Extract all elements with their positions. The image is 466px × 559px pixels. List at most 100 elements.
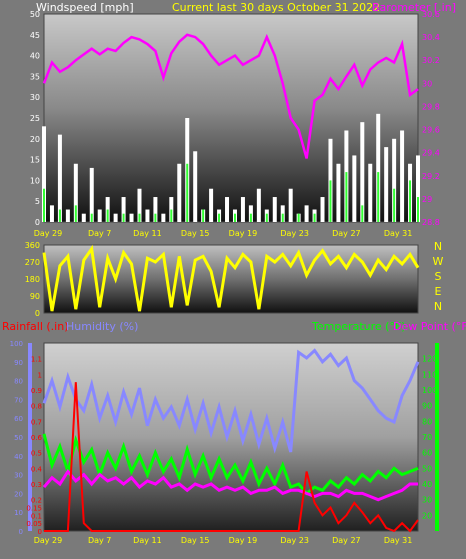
x-tick-label-top: Day 29 xyxy=(34,229,63,238)
rain-tick-label: 0.3 xyxy=(31,481,42,489)
gust-bar xyxy=(281,213,284,222)
wind-bar xyxy=(256,188,261,222)
x-tick-label-top: Day 23 xyxy=(280,229,309,238)
barometer-tick-label: 30.4 xyxy=(422,33,440,42)
barometer-tick-label: 29.8 xyxy=(422,102,440,111)
gust-bar xyxy=(138,213,141,222)
barometer-tick-label: 29.6 xyxy=(422,126,440,135)
humidity-line xyxy=(42,348,420,454)
gust-bar xyxy=(233,213,236,222)
dewpoint-header: Dew Point (°F) xyxy=(393,320,466,333)
rain-tick-label: 0 xyxy=(38,528,42,536)
x-tick-label-bottom: Day 31 xyxy=(384,536,413,545)
rain-tick-label: 0.1 xyxy=(31,512,42,520)
temperature-tick-label: 30 xyxy=(422,496,432,505)
rain-tick-label: 0.15 xyxy=(26,505,42,513)
temperature-line xyxy=(42,433,419,496)
wind-bar xyxy=(153,197,158,222)
humidity-tick-label: 0 xyxy=(19,528,23,536)
temperature-tick-label: 90 xyxy=(422,402,432,411)
temperature-header: Temperature (°F) xyxy=(311,320,406,333)
wind-tick-label: 5 xyxy=(35,197,40,206)
temperature-tick-label: 120 xyxy=(422,355,437,364)
direction-tick-label: 360 xyxy=(25,241,40,250)
gust-bar xyxy=(170,209,173,222)
wind-tick-label: 10 xyxy=(30,176,40,185)
rain-tick-label: 0.4 xyxy=(31,465,43,473)
gust-bar xyxy=(218,213,221,222)
rainfall-line xyxy=(44,382,419,533)
x-tick-label-top: Day 19 xyxy=(229,229,258,238)
barometer-tick-label: 29 xyxy=(422,195,432,204)
wind-bar xyxy=(225,197,230,222)
wind-tick-label: 0 xyxy=(35,218,40,227)
wind-tick-label: 20 xyxy=(30,135,40,144)
humidity-tick-label: 60 xyxy=(14,415,23,423)
chart-title: Current last 30 days October 31 2022 xyxy=(172,1,380,14)
wind-bar xyxy=(416,155,420,222)
temperature-tick-label: 50 xyxy=(422,464,432,473)
rain-tick-label: 0.9 xyxy=(31,387,42,395)
wind-bar xyxy=(65,209,70,222)
x-tick-label-bottom: Day 19 xyxy=(229,536,258,545)
wind-bar xyxy=(400,130,405,222)
wind-bar xyxy=(113,213,118,222)
wind-bar xyxy=(209,188,214,222)
wind-bar xyxy=(105,197,110,222)
x-tick-label-top: Day 11 xyxy=(133,229,162,238)
compass-label: S xyxy=(435,270,442,283)
humidity-tick-label: 70 xyxy=(14,396,23,404)
rain-tick-label: 0.7 xyxy=(31,418,42,426)
wind-tick-label: 40 xyxy=(30,52,40,61)
wind-bar xyxy=(288,188,293,222)
rain-tick-label: 0.2 xyxy=(31,497,42,505)
wind-bar xyxy=(89,167,94,222)
gust-bar xyxy=(58,209,61,222)
humidity-tick-label: 80 xyxy=(14,378,23,386)
x-tick-label-bottom: Day 7 xyxy=(88,536,111,545)
rain-tick-label: 0.05 xyxy=(26,520,42,528)
barometer-line xyxy=(42,33,419,159)
wind-bar xyxy=(376,113,381,222)
x-tick-label-bottom: Day 11 xyxy=(133,536,162,545)
dewpoint-line xyxy=(42,468,418,502)
gust-bar xyxy=(122,213,125,222)
wind-bar xyxy=(304,205,309,222)
wind-bar xyxy=(169,197,174,222)
gust-bar xyxy=(361,205,364,222)
barometer-tick-label: 28.8 xyxy=(422,218,440,227)
direction-tick-label: 90 xyxy=(30,292,40,301)
x-tick-label-bottom: Day 23 xyxy=(280,536,309,545)
wind-bar xyxy=(368,163,373,222)
wind-bar xyxy=(392,138,397,222)
compass-label: N xyxy=(434,240,442,253)
wind-bar xyxy=(121,197,126,222)
gust-bar xyxy=(43,188,45,222)
x-tick-label-top: Day 31 xyxy=(384,229,413,238)
temperature-tick-label: 20 xyxy=(422,511,432,520)
barometer-tick-label: 29.2 xyxy=(422,172,440,181)
gust-bar xyxy=(417,197,419,222)
temperature-tick-label: 60 xyxy=(422,449,432,458)
wind-header: Windspeed [mph] xyxy=(36,1,134,14)
rain-tick-label: 0.6 xyxy=(31,434,43,442)
x-tick-label-top: Day 15 xyxy=(181,229,210,238)
wind-bar xyxy=(240,197,245,222)
gust-bar xyxy=(409,180,412,222)
wind-tick-label: 50 xyxy=(30,10,40,19)
gust-bar xyxy=(297,213,300,222)
direction-tick-label: 270 xyxy=(25,258,40,267)
wind-bar xyxy=(129,213,134,222)
barometer-tick-label: 30.2 xyxy=(422,56,440,65)
gust-bar xyxy=(154,213,157,222)
rainfall-header: Rainfall (.in) xyxy=(2,320,69,333)
gust-bar xyxy=(186,163,189,222)
x-tick-label-bottom: Day 29 xyxy=(34,536,63,545)
temperature-axis-bar xyxy=(435,343,439,531)
humidity-axis-bar xyxy=(28,343,32,531)
x-tick-label-bottom: Day 15 xyxy=(181,536,210,545)
wind-bar xyxy=(97,209,102,222)
temperature-tick-label: 110 xyxy=(422,370,437,379)
